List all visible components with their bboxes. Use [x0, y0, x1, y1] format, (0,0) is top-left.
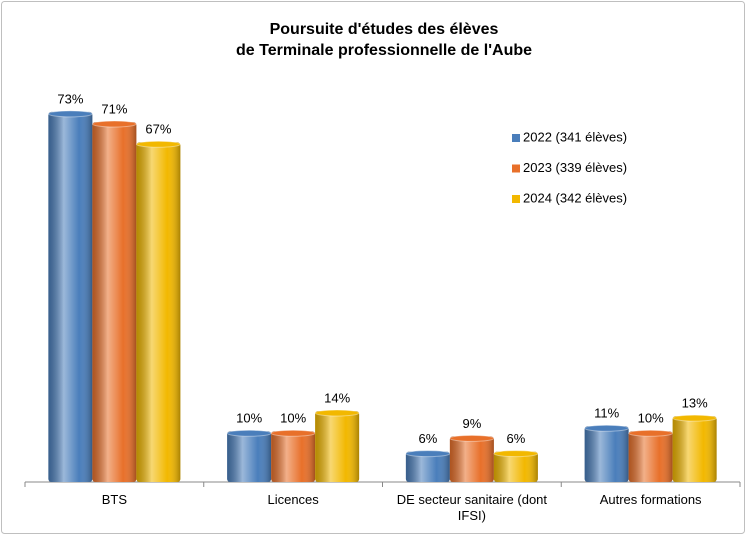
- bar-top: [314, 409, 360, 417]
- data-label: 6%: [418, 431, 437, 446]
- bar-shine: [227, 431, 272, 482]
- legend-swatch: [512, 164, 520, 173]
- data-label: 10%: [236, 411, 262, 426]
- data-label: 6%: [506, 431, 525, 446]
- x-tick-label: DE secteur sanitaire (dont IFSI): [396, 492, 548, 523]
- data-label: 9%: [462, 416, 481, 431]
- bar-top: [493, 450, 539, 458]
- chart-title: Poursuite d'études des élèves: [270, 21, 499, 38]
- data-label: 13%: [682, 396, 708, 411]
- legend-swatch: [512, 134, 520, 142]
- data-label: 10%: [638, 411, 664, 426]
- data-label: 71%: [101, 101, 127, 116]
- data-label: 14%: [324, 390, 350, 405]
- bar-top: [270, 429, 316, 437]
- bar-top: [135, 140, 181, 148]
- bar-shine: [672, 416, 717, 482]
- bar-shine: [449, 436, 494, 482]
- bar-shine: [136, 142, 181, 482]
- x-tick-label: Autres formations: [599, 492, 702, 507]
- bar-shine: [48, 111, 93, 482]
- data-label: 11%: [594, 406, 619, 421]
- bar-top: [584, 424, 630, 432]
- data-label: 10%: [280, 411, 306, 426]
- bar-top: [47, 110, 93, 118]
- bar-top: [449, 434, 495, 442]
- legend-swatch: [512, 195, 520, 203]
- data-label: 73%: [57, 91, 83, 106]
- bar-top: [672, 414, 718, 422]
- bar-top: [91, 120, 137, 128]
- bar-top: [226, 429, 272, 437]
- bar-shine: [493, 451, 538, 482]
- chart-title: de Terminale professionnelle de l'Aube: [236, 42, 532, 59]
- bar-shine: [628, 431, 673, 482]
- bar-top: [628, 429, 674, 437]
- x-tick-label: Licences: [267, 492, 319, 507]
- legend-label: 2023 (339 élèves): [523, 160, 627, 175]
- x-tick-label: BTS: [101, 492, 128, 507]
- bar-shine: [315, 411, 360, 482]
- legend-label: 2024 (342 élèves): [523, 190, 627, 205]
- bar-shine: [92, 122, 137, 482]
- bar-shine: [584, 426, 629, 482]
- data-label: 67%: [145, 122, 171, 137]
- bar-shine: [271, 431, 316, 482]
- bar-top: [405, 450, 451, 458]
- bar-shine: [405, 451, 450, 482]
- legend-label: 2022 (341 élèves): [523, 129, 627, 144]
